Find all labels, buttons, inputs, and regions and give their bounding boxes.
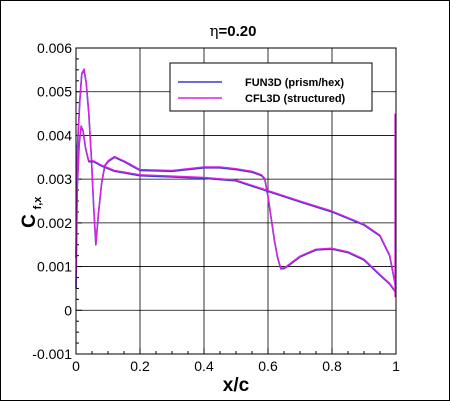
plot-area (75, 47, 397, 355)
legend-label-cfl3d: CFL3D (structured) (245, 93, 346, 105)
y-tick-label: 0.003 (37, 171, 72, 187)
y-tick-label: -0.001 (32, 346, 72, 362)
x-tick-label: 0.6 (258, 358, 278, 374)
y-tick-label: 0.004 (37, 127, 72, 143)
y-tick-label: 0.005 (37, 84, 72, 100)
y-tick-label: 0.002 (37, 215, 72, 231)
series-line-fun3d-lower (75, 125, 397, 289)
series-lines (75, 68, 397, 298)
x-tick-label: 0.8 (322, 358, 342, 374)
x-tick-label: 0 (72, 358, 80, 374)
title-rest: =0.20 (219, 23, 257, 40)
x-axis-label: x/c (223, 375, 250, 396)
legend-box (169, 62, 373, 112)
y-tick-label: 0 (64, 302, 72, 318)
legend: FUN3D (prism/hex) CFL3D (structured) (169, 62, 373, 112)
y-tick-label: 0.001 (37, 259, 72, 275)
y-tick-label: 0.006 (37, 40, 72, 56)
y-axis-label-main: C (19, 214, 40, 228)
y-axis-label: C f,x (19, 196, 44, 228)
tick-labels: 0 0.2 0.4 0.6 0.8 1-0.00100.0010.0020.0030.00… (32, 40, 400, 374)
x-tick-label: 0.2 (130, 358, 150, 374)
legend-label-fun3d: FUN3D (prism/hex) (245, 77, 344, 89)
title-greek: η (210, 22, 219, 40)
y-axis-label-sub: f,x (32, 196, 44, 210)
x-tick-label: 1 (392, 358, 400, 374)
series-line-cfl3d-lower (75, 125, 397, 288)
chart-title: η=0.20 (210, 22, 257, 40)
series-line-cfl3d-upper (75, 68, 397, 293)
x-tick-label: 0.4 (194, 358, 214, 374)
